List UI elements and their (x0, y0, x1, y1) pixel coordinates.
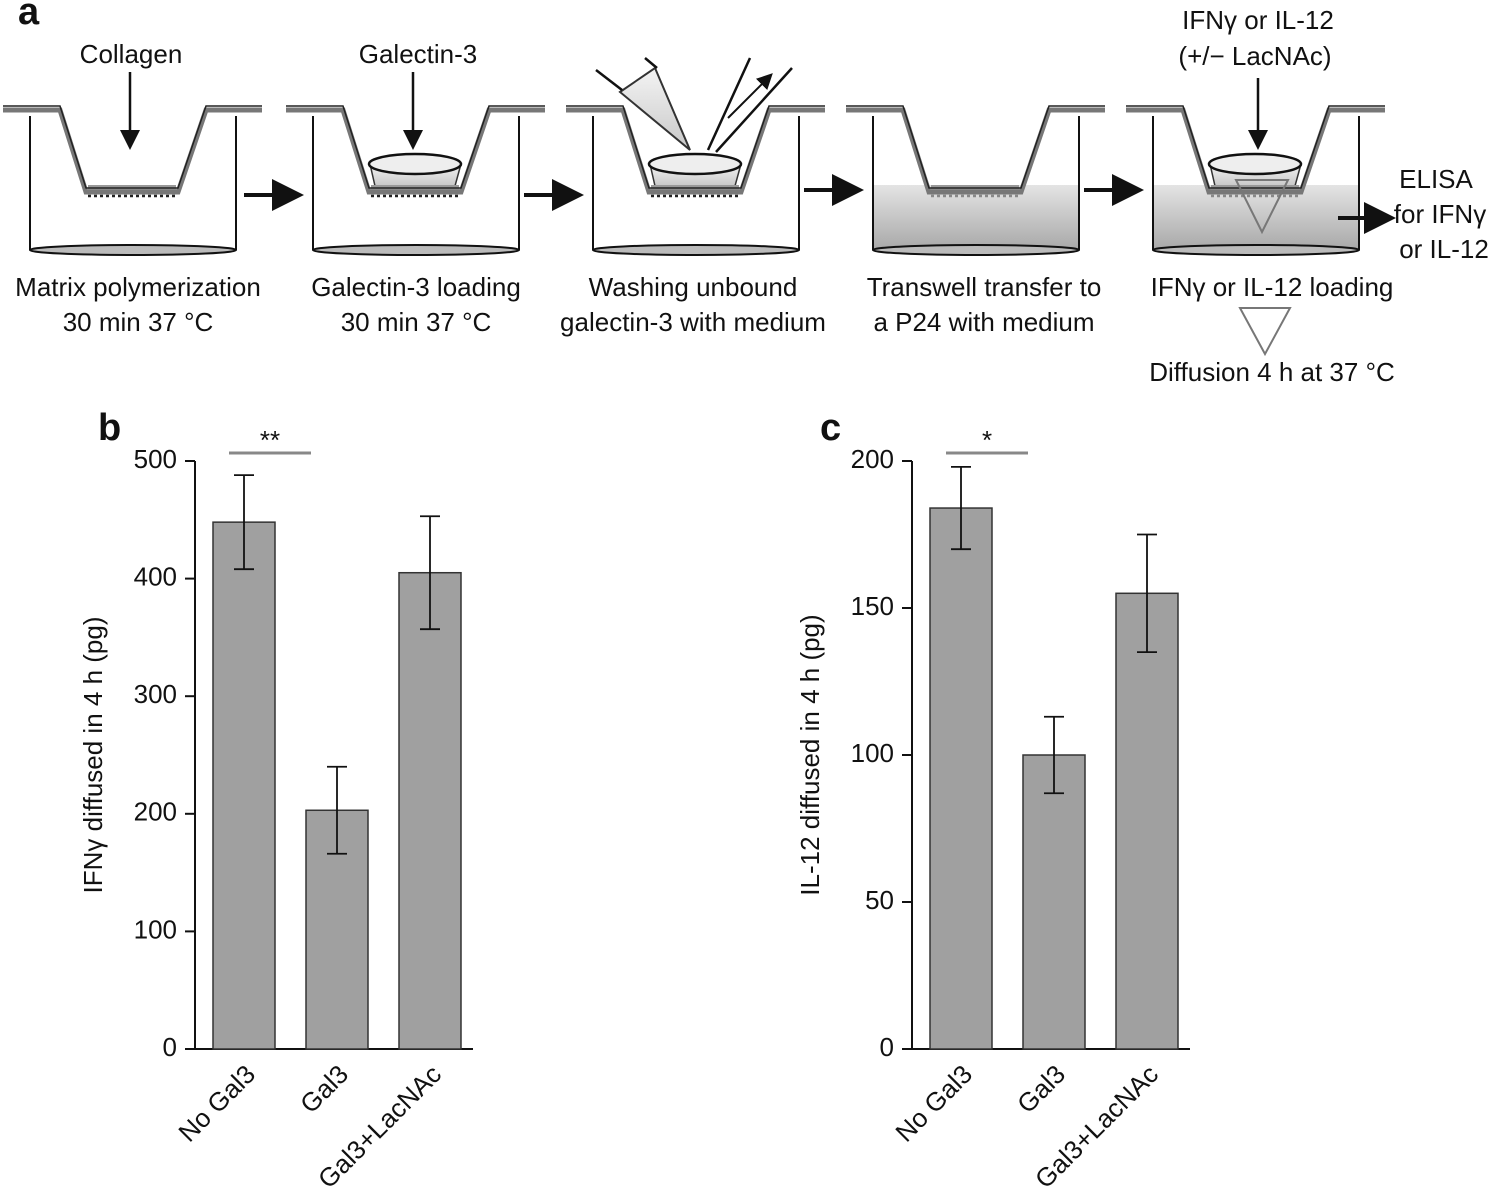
error-bar (1044, 715, 1064, 795)
panel-label: a (18, 0, 40, 33)
x-tick-label: No Gal3 (889, 1059, 978, 1148)
panel-label: c (820, 407, 841, 449)
well (846, 105, 1105, 256)
insert (566, 107, 825, 195)
step-caption: a P24 with medium (873, 307, 1094, 337)
diffusion-triangle (1234, 179, 1290, 235)
y-tick-label: 50 (865, 885, 894, 915)
insert (846, 107, 1105, 195)
step-caption: galectin-3 with medium (560, 307, 826, 337)
well-bottom (29, 244, 237, 256)
y-tick-label: 100 (851, 738, 894, 768)
well (1126, 105, 1385, 256)
y-tick-label: 0 (880, 1032, 894, 1062)
drop-top (647, 152, 743, 176)
y-tick-label: 150 (851, 591, 894, 621)
diffusion-triangle (1238, 307, 1292, 357)
error-bar (951, 465, 971, 551)
insert (286, 107, 545, 195)
y-tick-label: 300 (134, 679, 177, 709)
insert-edge (3, 105, 262, 189)
drop-top (367, 152, 463, 176)
x-tick-label: Gal3 (1011, 1059, 1071, 1119)
step-caption: Washing unbound (589, 272, 798, 302)
insert-edge (846, 105, 1105, 189)
y-axis-label: IFNγ diffused in 4 h (pg) (78, 617, 108, 894)
significance-label: ** (260, 425, 280, 455)
input-label: Galectin-3 (359, 39, 478, 69)
bar (1115, 592, 1179, 1050)
drop-top (1207, 152, 1303, 176)
x-tick-label: No Gal3 (172, 1059, 261, 1148)
well-bottom (312, 244, 520, 256)
wells (3, 105, 1385, 256)
step-caption: IFNγ or IL-12 loading (1151, 272, 1394, 302)
y-tick-label: 100 (134, 914, 177, 944)
bar (212, 521, 276, 1050)
y-axis-label: IL-12 diffused in 4 h (pg) (795, 614, 825, 895)
x-tick-label: Gal3 (294, 1059, 354, 1119)
panel-label: b (98, 407, 121, 449)
step-caption: Galectin-3 loading (311, 272, 521, 302)
insert-edge (1126, 105, 1385, 189)
y-tick-label: 0 (163, 1032, 177, 1062)
well (3, 105, 262, 256)
error-bar (1137, 533, 1157, 653)
y-tick-label: 200 (851, 444, 894, 474)
well (566, 105, 825, 256)
y-tick-label: 400 (134, 561, 177, 591)
insert-edge (286, 105, 545, 189)
insert (3, 107, 262, 195)
error-bar (234, 474, 254, 571)
step-caption: Matrix polymerization (15, 272, 261, 302)
bar (398, 571, 462, 1050)
readout: ELISA (1399, 164, 1473, 194)
diffusion-label: Diffusion 4 h at 37 °C (1149, 357, 1395, 387)
error-bar (327, 765, 347, 855)
well-bottom (1152, 244, 1360, 256)
insert-edge (566, 105, 825, 189)
step-caption: 30 min 37 °C (63, 307, 214, 337)
pipette (595, 57, 793, 153)
readout: or IL-12 (1399, 234, 1489, 264)
step-arrows (244, 174, 1396, 234)
well-bottom (872, 244, 1080, 256)
input-label: (+/− LacNAc) (1178, 41, 1331, 71)
input-label: IFNγ or IL-12 (1182, 5, 1334, 35)
insert (1126, 107, 1385, 195)
readout: for IFNγ (1394, 199, 1486, 229)
step-caption: 30 min 37 °C (341, 307, 492, 337)
y-tick-label: 500 (134, 444, 177, 474)
step-caption: Transwell transfer to (867, 272, 1102, 302)
error-bar (420, 515, 440, 631)
bar (929, 507, 993, 1050)
y-tick-label: 200 (134, 797, 177, 827)
input-label: Collagen (80, 39, 183, 69)
well-bottom (592, 244, 800, 256)
bar (1022, 754, 1086, 1050)
well (286, 105, 545, 256)
significance-label: * (982, 425, 992, 455)
